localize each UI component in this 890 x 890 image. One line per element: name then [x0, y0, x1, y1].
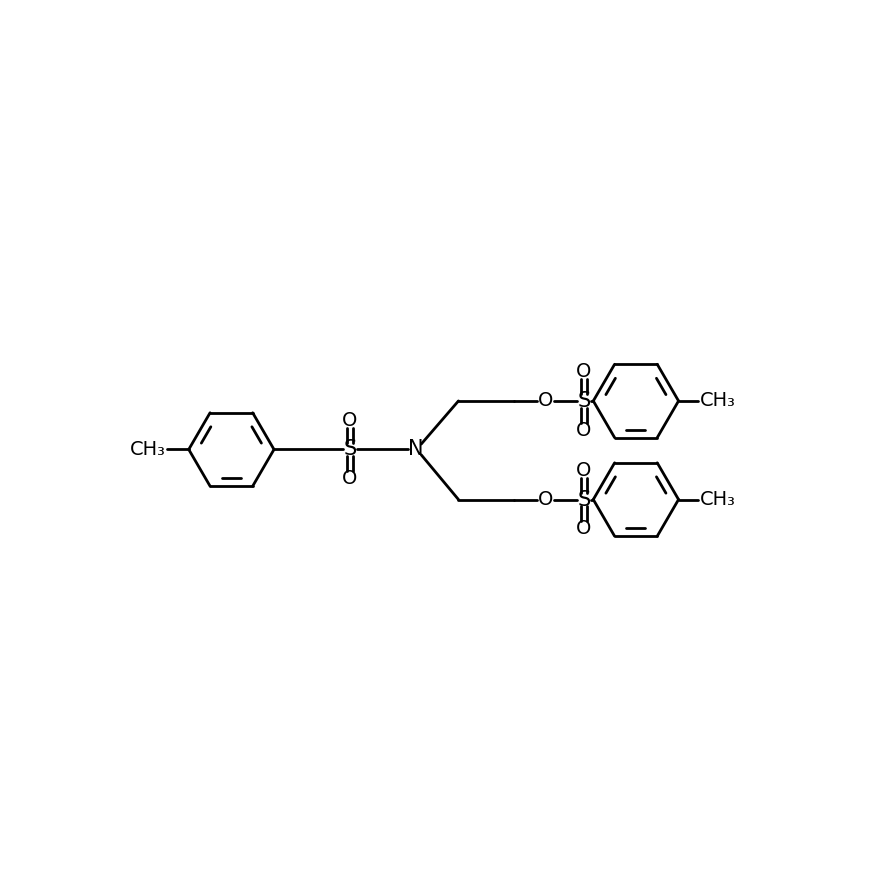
Text: CH₃: CH₃ — [700, 490, 735, 509]
Text: O: O — [343, 410, 358, 430]
Text: S: S — [344, 440, 357, 459]
Text: S: S — [578, 391, 591, 411]
Text: O: O — [538, 490, 553, 509]
Text: O: O — [577, 461, 592, 480]
Text: S: S — [578, 490, 591, 509]
Text: O: O — [343, 469, 358, 489]
Text: O: O — [577, 362, 592, 381]
Text: CH₃: CH₃ — [700, 392, 735, 410]
Text: O: O — [577, 421, 592, 440]
Text: CH₃: CH₃ — [130, 440, 166, 459]
Text: N: N — [409, 440, 424, 459]
Text: O: O — [577, 519, 592, 538]
Text: O: O — [538, 392, 553, 410]
